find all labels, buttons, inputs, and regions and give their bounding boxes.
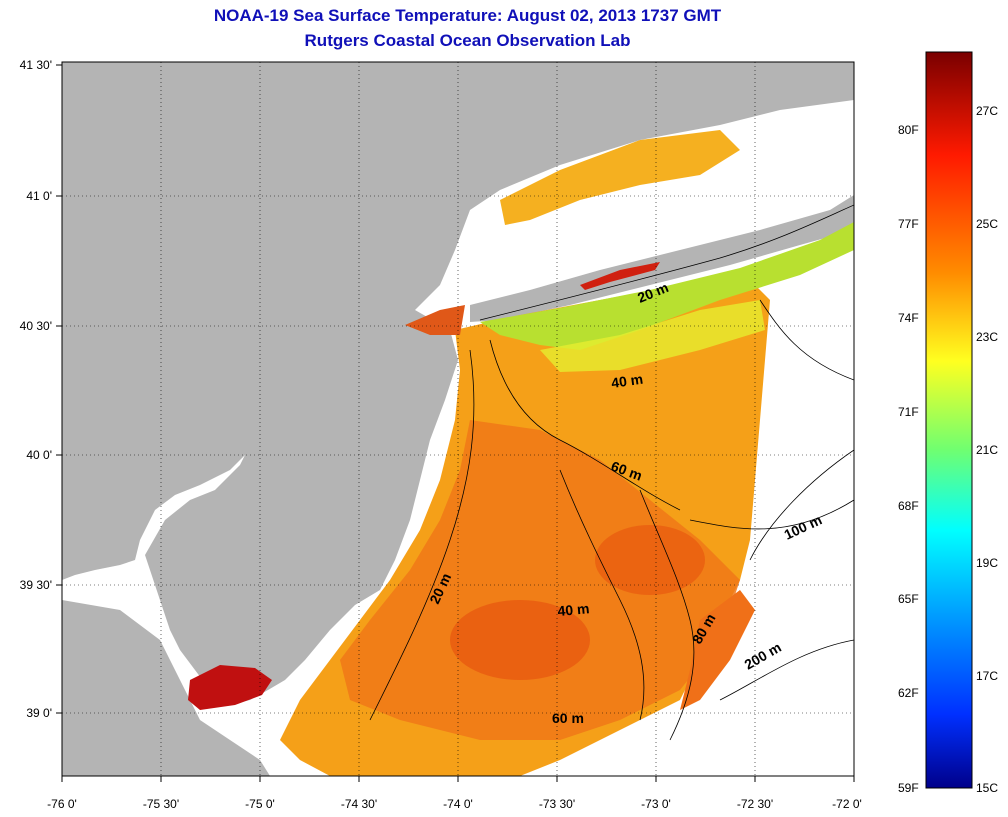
lon-tick-label: -74 30'	[340, 797, 378, 811]
sst-hot-patch	[595, 525, 705, 595]
colorbar-c-label: 23C	[976, 330, 999, 344]
map-title: NOAA-19 Sea Surface Temperature: August …	[213, 6, 722, 25]
bathymetry-contours	[369, 204, 854, 741]
colorbar-f-label: 74F	[898, 311, 919, 325]
lon-tick-label: -75 0'	[245, 797, 275, 811]
contour-line	[479, 204, 854, 321]
colorbar-f-label: 59F	[898, 781, 919, 795]
map-subtitle: Rutgers Coastal Ocean Observation Lab	[304, 31, 631, 50]
colorbar-f-label: 80F	[898, 123, 919, 137]
sst-hot-patch	[450, 600, 590, 680]
colorbar-c-label: 17C	[976, 669, 999, 683]
sst-warm-core	[340, 420, 740, 740]
lon-tick-label: -72 30'	[736, 797, 774, 811]
colorbar-c-label: 15C	[976, 781, 999, 795]
land-long-island	[470, 195, 854, 322]
sst-delaware-bay	[188, 665, 272, 710]
contour-label: 60 m	[552, 710, 584, 726]
contour-line	[749, 449, 854, 561]
contour-line	[689, 499, 854, 530]
sst-li-sound	[500, 130, 740, 225]
graticule	[62, 62, 854, 776]
lat-tick-label: 39 30'	[19, 578, 52, 592]
colorbar-c-label: 27C	[976, 104, 999, 118]
colorbar-f-label: 65F	[898, 592, 919, 606]
lon-tick-label: -75 30'	[142, 797, 180, 811]
contour-label: 40 m	[610, 371, 644, 391]
colorbar-f-label: 68F	[898, 499, 919, 513]
sst-red-plume	[580, 262, 660, 290]
colorbar-c-label: 25C	[976, 217, 999, 231]
lon-tick-label: -74 0'	[443, 797, 473, 811]
sst-cool-band-inner	[540, 300, 765, 372]
colorbar-c-label: 19C	[976, 556, 999, 570]
lon-tick-label: -73 0'	[641, 797, 671, 811]
lat-tick-label: 41 0'	[26, 189, 52, 203]
axis-ticks	[56, 64, 855, 782]
sst-cool-band	[480, 222, 854, 350]
land-delmarva	[62, 600, 270, 776]
contour-line	[639, 489, 695, 741]
contour-line	[369, 349, 475, 721]
lat-tick-label: 40 0'	[26, 448, 52, 462]
sst-harbor-plume	[405, 305, 465, 335]
contour-line	[719, 639, 854, 701]
lon-tick-label: -72 0'	[832, 797, 862, 811]
lat-tick-label: 39 0'	[26, 706, 52, 720]
contour-line	[489, 339, 681, 511]
colorbar-f-label: 62F	[898, 686, 919, 700]
lat-tick-label: 41 30'	[19, 58, 52, 72]
contour-line	[559, 469, 645, 721]
lon-tick-label: -73 30'	[538, 797, 576, 811]
contour-line	[759, 299, 854, 381]
contour-label: 40 m	[557, 600, 590, 619]
sst-offshore-patch	[680, 590, 755, 710]
colorbar	[925, 51, 973, 789]
lon-tick-label: -76 0'	[47, 797, 77, 811]
colorbar-c-label: 21C	[976, 443, 999, 457]
colorbar-f-label: 71F	[898, 405, 919, 419]
lat-tick-label: 40 30'	[19, 319, 52, 333]
colorbar-f-label: 77F	[898, 217, 919, 231]
